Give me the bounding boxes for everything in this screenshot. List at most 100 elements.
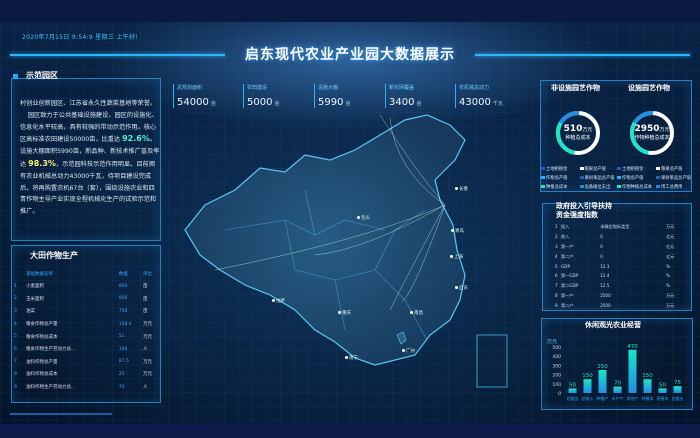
donut1-value: 510 <box>563 124 583 134</box>
map-city-marker[interactable]: 南宁 <box>345 355 358 361</box>
map-city-marker[interactable]: 长春 <box>455 186 468 192</box>
y-axis-label: 万元 <box>547 339 557 345</box>
gov-title-line2: 资金强度指数 <box>556 211 598 219</box>
table-row[interactable]: 8 油料作物总成本 25 万元 <box>14 368 160 381</box>
row-unit: 万元 <box>666 224 675 230</box>
bar[interactable] <box>658 388 667 393</box>
row-index: 3 <box>14 308 17 314</box>
bar[interactable] <box>673 386 682 393</box>
legend-label: 土地租租金 <box>622 167 644 172</box>
legend-item: 果树果品总产值 <box>656 175 693 181</box>
table-row[interactable]: 8 第一产 2500 万元 <box>555 291 685 301</box>
map-city-marker[interactable]: 启东 <box>455 285 468 291</box>
title-line-left <box>10 54 225 56</box>
table-row[interactable]: 3 第一产 0 亿元 <box>555 242 685 252</box>
intro-p1: 村创业创新园区、江苏省永久性蔬菜基地等荣誉。 <box>20 100 157 107</box>
x-tick-label: 种植产 <box>597 395 609 401</box>
table-row[interactable]: 9 油料作物生产劳动力总... 70 人 <box>14 381 160 394</box>
row-name: GDP <box>561 263 570 269</box>
stat-unit: 亩 <box>210 101 216 107</box>
hainan-island <box>396 331 407 345</box>
donut1 <box>556 111 600 155</box>
legend-item: 粮果总产值 <box>579 166 617 172</box>
table-row[interactable]: 4 粮食作物总产量 158.4 万元 <box>14 318 160 331</box>
map-city-marker[interactable]: 重庆 <box>338 310 351 316</box>
table-row[interactable]: 2 玉米面积 900 亩 <box>14 293 160 306</box>
row-value: 0 <box>600 243 603 249</box>
bar[interactable] <box>628 349 637 393</box>
map-city-marker[interactable]: 广州 <box>402 348 415 354</box>
table-row[interactable]: 5 粮食作物总成本 51 万元 <box>14 330 160 343</box>
table-row[interactable]: 1 小麦面积 800 亩 <box>14 280 160 293</box>
gov-title-line1: 政府投入引导扶持 <box>556 202 612 210</box>
bar[interactable] <box>643 379 652 393</box>
legend-item: 作物总产值 <box>541 175 578 181</box>
legend-label: 粮果总产值 <box>661 167 683 172</box>
bar[interactable] <box>583 379 592 393</box>
datetime: 2020年7月15日 9:54:9 星期三 上午好! <box>22 34 138 41</box>
row-unit: % <box>666 263 671 269</box>
flight-lines <box>214 114 446 311</box>
bar-value-label: 50 <box>569 382 576 388</box>
row-index: 3 <box>555 243 558 249</box>
table-row[interactable]: 7 油料作物总产量 87.5 万元 <box>14 356 160 369</box>
row-index: 1 <box>14 283 17 289</box>
stat-unit: 亩 <box>345 101 351 107</box>
row-value: 158.4 <box>118 321 132 327</box>
intro-p2b: 。设施大棚面积5990亩，新品种、新技术推广普及率达 <box>20 136 160 168</box>
legend-item: 土地租租金 <box>541 166 578 172</box>
row-index: 8 <box>14 371 17 377</box>
bar[interactable] <box>568 388 577 393</box>
row-unit: 万元 <box>666 292 675 298</box>
map-city-marker[interactable]: 包头 <box>357 215 370 221</box>
table-row[interactable]: 1 投入 未确定指标类型 万元 <box>555 222 685 232</box>
percent-tech: 98.3% <box>28 158 56 168</box>
col-value: 数据 <box>118 272 128 277</box>
map-city-marker[interactable]: 南昌 <box>410 310 423 316</box>
percent-farmland: 92.6% <box>122 134 150 144</box>
legend-item: 作物种植总成本 <box>617 184 654 190</box>
china-map[interactable] <box>165 110 535 410</box>
stat-unit: 亩 <box>274 101 280 107</box>
donut2-sub: 作物种植总成本 <box>634 135 670 141</box>
table-row[interactable]: 4 第二产 0 亿元 <box>555 251 685 261</box>
map-city-marker[interactable]: 拉萨 <box>272 298 285 304</box>
y-tick-label: 300 <box>552 363 561 369</box>
stat-value: 5990 <box>318 97 344 108</box>
bar[interactable] <box>613 386 622 393</box>
row-index: 4 <box>555 253 558 259</box>
demo-park-intro[interactable]: 村创业创新园区、江苏省永久性蔬菜基地等荣誉。 园区致力于公共基础设施建设，园区的… <box>20 98 160 236</box>
bar-value-label: 50 <box>659 382 666 388</box>
table-row[interactable]: 6 粮食作物生产劳动力总... 100 人 <box>14 343 160 356</box>
col-name: 基础数据名称 <box>26 272 53 277</box>
row-unit: 亩 <box>143 284 148 290</box>
row-name: 收入 <box>561 234 570 240</box>
row-unit: 亿元 <box>666 243 675 249</box>
legend-label: 作物总产值 <box>622 176 644 181</box>
legend-label: 作物总产值 <box>546 176 568 181</box>
map-city-marker[interactable]: 上海 <box>450 254 463 260</box>
row-name: 第二产 <box>561 253 574 259</box>
table-row[interactable]: 2 收入 0 亿元 <box>555 232 685 242</box>
legend-label: 土地租租金 <box>546 167 568 172</box>
map-city-marker[interactable]: 青岛 <box>451 228 464 234</box>
row-value: 900 <box>118 296 128 302</box>
table-row[interactable]: 6 第一GDP 12.4% <box>555 271 685 281</box>
row-value: 2500 <box>600 292 611 298</box>
table-row[interactable]: 7 第二GDP 12.5% <box>555 281 685 291</box>
row-value: 70 <box>118 384 125 390</box>
table-row[interactable]: 5 GDP 12.3% <box>555 261 685 271</box>
row-unit: % <box>666 273 671 279</box>
china-outline <box>184 114 466 366</box>
stat-farmland: 农田建设 5000 亩 <box>243 84 279 108</box>
page-title: 启东现代农业产业园大数据展示 <box>245 47 455 63</box>
row-name: 粮食作物总产量 <box>26 322 58 328</box>
row-name: 第二GDP <box>561 283 579 289</box>
stat-unit: 千瓦 <box>492 101 503 107</box>
row-name: 油料作物生产劳动力总... <box>26 385 76 391</box>
stat-unit: 亩 <box>416 101 422 107</box>
bar[interactable] <box>598 370 607 393</box>
table-row[interactable]: 9 第二产 2500 万元 <box>555 300 685 310</box>
south-sea-inset <box>476 334 508 388</box>
table-row[interactable]: 3 油菜 700 亩 <box>14 305 160 318</box>
